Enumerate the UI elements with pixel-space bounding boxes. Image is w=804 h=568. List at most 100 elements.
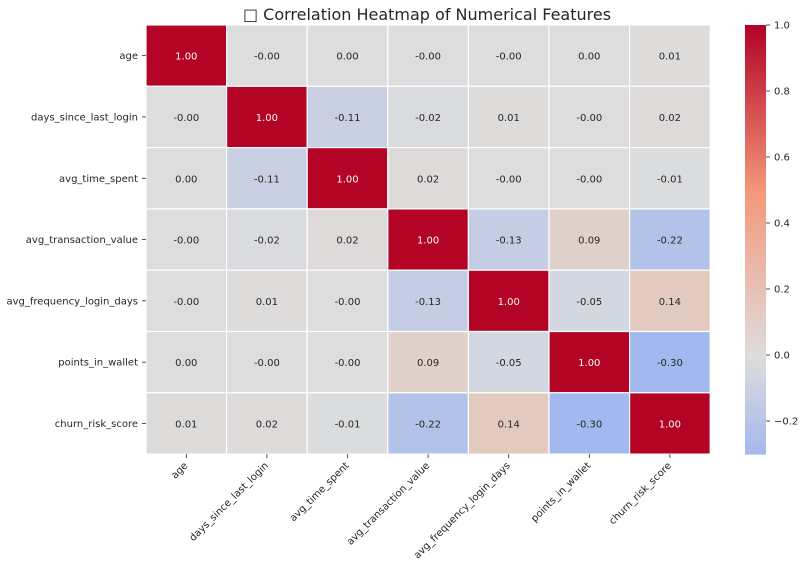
colorbar-segment xyxy=(745,257,766,262)
cell-value-label: -0.00 xyxy=(415,52,441,63)
heatmap-cell xyxy=(548,147,631,210)
colorbar-segment xyxy=(745,417,766,421)
cell-value-label: 1.00 xyxy=(336,174,358,185)
colorbar-segment xyxy=(745,236,766,241)
cell-value-label: -0.22 xyxy=(415,419,441,430)
cell-value-label: -0.05 xyxy=(496,358,522,369)
cell-value-label: 1.00 xyxy=(256,113,278,124)
cell-value-label: 0.01 xyxy=(498,113,520,124)
cell-value-label: 1.00 xyxy=(417,236,439,247)
colorbar-segment xyxy=(745,218,766,222)
colorbar-segment xyxy=(745,352,766,357)
cell-value-label: -0.00 xyxy=(173,236,199,247)
heatmap-cell xyxy=(226,24,308,87)
colorbar-segment xyxy=(745,450,766,455)
colorbar-segment xyxy=(745,227,766,231)
colorbar-segment xyxy=(745,404,766,409)
colorbar-segment xyxy=(745,135,766,139)
colorbar-segment xyxy=(745,251,766,256)
colorbar-segment xyxy=(745,270,766,274)
colorbar-segment xyxy=(745,141,766,146)
colorbar-segment xyxy=(745,211,766,216)
cell-value-label: 0.01 xyxy=(256,297,278,308)
colorbar-segment xyxy=(745,132,766,136)
colorbar-segment xyxy=(745,325,766,329)
colorbar-segment xyxy=(745,159,766,164)
cell-value-label: 0.00 xyxy=(336,52,358,63)
colorbar-segment xyxy=(745,77,766,81)
colorbar-segment xyxy=(745,267,766,271)
colorbar-segment xyxy=(745,297,766,302)
heatmap-cell xyxy=(387,147,469,210)
colorbar-segment xyxy=(745,113,766,118)
colorbar-segment xyxy=(745,438,766,443)
colorbar-segment xyxy=(745,74,766,78)
row-label: avg_transaction_value xyxy=(26,235,138,246)
cell-value-label: 0.14 xyxy=(659,297,681,308)
colorbar-segment xyxy=(745,389,766,394)
heatmap-cell xyxy=(306,85,389,149)
colorbar-tick-label: 0.0 xyxy=(774,351,790,362)
colorbar-segment xyxy=(745,34,766,38)
cell-value-label: 0.02 xyxy=(256,419,278,430)
colorbar-segment xyxy=(745,116,766,121)
colorbar-segment xyxy=(745,214,766,219)
colorbar-tick-label: 0.8 xyxy=(774,87,790,98)
heatmap-cell xyxy=(467,147,550,210)
colorbar-segment xyxy=(745,340,766,345)
colorbar-segment xyxy=(745,319,766,323)
colorbar-segment xyxy=(745,101,766,106)
row-label: churn_risk_score xyxy=(55,419,138,430)
colorbar-segment xyxy=(745,264,766,268)
cell-value-label: -0.00 xyxy=(335,297,361,308)
colorbar-segment xyxy=(745,300,766,305)
colorbar-segment xyxy=(745,260,766,265)
cell-value-label: 0.14 xyxy=(498,419,520,430)
row-label: points_in_wallet xyxy=(58,358,138,369)
colorbar-segment xyxy=(745,429,766,434)
colorbar-segment xyxy=(745,408,766,412)
cell-value-label: -0.00 xyxy=(496,52,522,63)
heatmap-cell xyxy=(145,24,228,87)
cell-value-label: -0.00 xyxy=(335,358,361,369)
colorbar-segment xyxy=(745,291,766,296)
row-label: age xyxy=(119,51,138,62)
heatmap-cell xyxy=(306,24,389,87)
row-label: avg_time_spent xyxy=(59,174,138,185)
heatmap-cell xyxy=(226,330,308,394)
heatmap-cell xyxy=(467,330,550,394)
column-label: avg_transaction_value xyxy=(345,460,432,547)
colorbar-segment xyxy=(745,193,766,198)
column-label: avg_time_spent xyxy=(288,460,352,524)
colorbar-segment xyxy=(745,230,766,234)
cell-value-label: -0.05 xyxy=(576,297,602,308)
colorbar-segment xyxy=(745,444,766,449)
colorbar-segment xyxy=(745,43,766,48)
heatmap-cell xyxy=(306,392,389,455)
colorbar-segment xyxy=(745,208,766,213)
colorbar-segment xyxy=(745,411,766,415)
colorbar-segment xyxy=(745,178,766,182)
cell-value-label: 0.02 xyxy=(417,174,439,185)
colorbar-segment xyxy=(745,365,766,369)
cell-value-label: -0.00 xyxy=(173,113,199,124)
colorbar-segment xyxy=(745,67,766,72)
colorbar-segment xyxy=(745,331,766,336)
heatmap-cell xyxy=(306,269,389,333)
colorbar-segment xyxy=(745,273,766,277)
colorbar-segment xyxy=(745,80,766,84)
colorbar-segment xyxy=(745,119,766,124)
colorbar-segment xyxy=(745,374,766,378)
colorbar-segment xyxy=(745,202,766,207)
colorbar-segment xyxy=(745,196,766,201)
colorbar-segment xyxy=(745,224,766,228)
cell-value-label: 0.02 xyxy=(336,236,358,247)
cell-value-label: -0.00 xyxy=(576,174,602,185)
colorbar-segment xyxy=(745,150,766,155)
colorbar-segment xyxy=(745,392,766,397)
colorbar-segment xyxy=(745,169,766,173)
colorbar-segment xyxy=(745,28,766,32)
colorbar-segment xyxy=(745,107,766,112)
